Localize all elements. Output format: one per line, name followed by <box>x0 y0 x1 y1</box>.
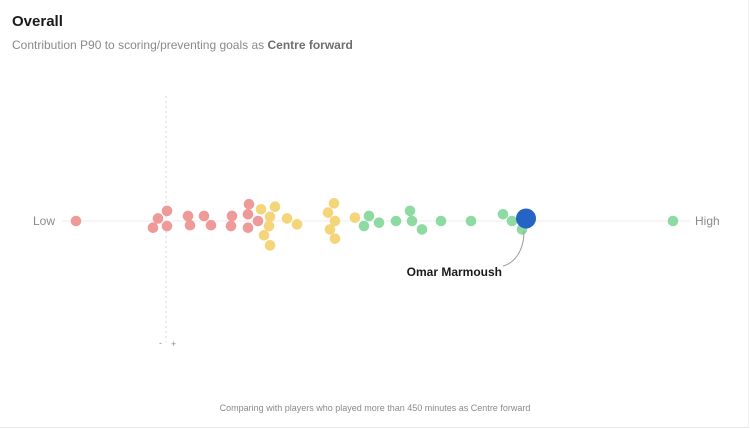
highlight-player-label: Omar Marmoush <box>407 265 502 279</box>
player-dot-high[interactable] <box>465 215 477 227</box>
player-dot-high[interactable] <box>363 210 375 222</box>
player-dot-low[interactable] <box>182 210 194 222</box>
player-dot-low[interactable] <box>147 222 159 234</box>
player-dot-low[interactable] <box>198 210 210 222</box>
player-dot-low[interactable] <box>161 205 173 217</box>
player-dot-high[interactable] <box>416 224 428 235</box>
highlight-connector <box>502 230 525 267</box>
player-dot-mid[interactable] <box>281 213 293 224</box>
player-dot-mid[interactable] <box>329 215 341 227</box>
player-dot-mid[interactable] <box>329 233 341 244</box>
player-dot-high[interactable] <box>435 215 447 227</box>
low-label: Low <box>33 214 55 228</box>
player-dot-low[interactable] <box>226 210 238 222</box>
player-dot-low[interactable] <box>242 208 254 220</box>
footnote: Comparing with players who played more t… <box>219 403 531 413</box>
subtitle-prefix: Contribution P90 to scoring/preventing g… <box>12 38 268 52</box>
player-dot-mid[interactable] <box>264 240 276 251</box>
player-dot-mid[interactable] <box>255 203 267 215</box>
player-dot-high[interactable] <box>373 217 385 228</box>
player-dot-low[interactable] <box>242 222 254 234</box>
player-dot-low[interactable] <box>161 220 173 232</box>
player-dot-mid[interactable] <box>291 219 303 230</box>
player-dot-mid[interactable] <box>322 207 334 218</box>
player-dot-mid[interactable] <box>269 201 281 213</box>
player-dot-mid[interactable] <box>324 224 336 235</box>
player-dot-low[interactable] <box>205 219 217 231</box>
highlighted-player-dot[interactable] <box>516 208 536 229</box>
player-dot-high[interactable] <box>506 215 518 227</box>
player-dot-low[interactable] <box>225 220 237 232</box>
highlight-group <box>516 208 536 229</box>
player-dot-mid[interactable] <box>264 211 276 223</box>
player-dot-high[interactable] <box>390 215 402 227</box>
player-dot-mid[interactable] <box>258 229 270 241</box>
player-dot-low[interactable] <box>252 215 264 227</box>
player-dot-low[interactable] <box>184 219 196 231</box>
player-dot-high[interactable] <box>406 215 418 227</box>
minus-marker: - <box>159 338 162 348</box>
player-dot-high[interactable] <box>358 220 370 232</box>
subtitle-position: Centre forward <box>267 38 353 52</box>
chart-title: Overall <box>12 13 63 30</box>
plus-marker: + <box>171 339 176 349</box>
player-dots <box>70 198 679 251</box>
player-dot-low[interactable] <box>152 213 164 224</box>
player-dot-low[interactable] <box>243 198 255 210</box>
player-dot-high[interactable] <box>497 208 509 220</box>
player-dot-mid[interactable] <box>263 220 275 232</box>
player-dot-low[interactable] <box>70 215 82 227</box>
chart-subtitle: Contribution P90 to scoring/preventing g… <box>12 38 353 52</box>
player-dot-mid[interactable] <box>328 198 340 209</box>
player-dot-high[interactable] <box>667 215 679 227</box>
player-dot-high[interactable] <box>404 205 416 217</box>
high-label: High <box>695 214 720 228</box>
player-dot-mid[interactable] <box>349 212 361 223</box>
